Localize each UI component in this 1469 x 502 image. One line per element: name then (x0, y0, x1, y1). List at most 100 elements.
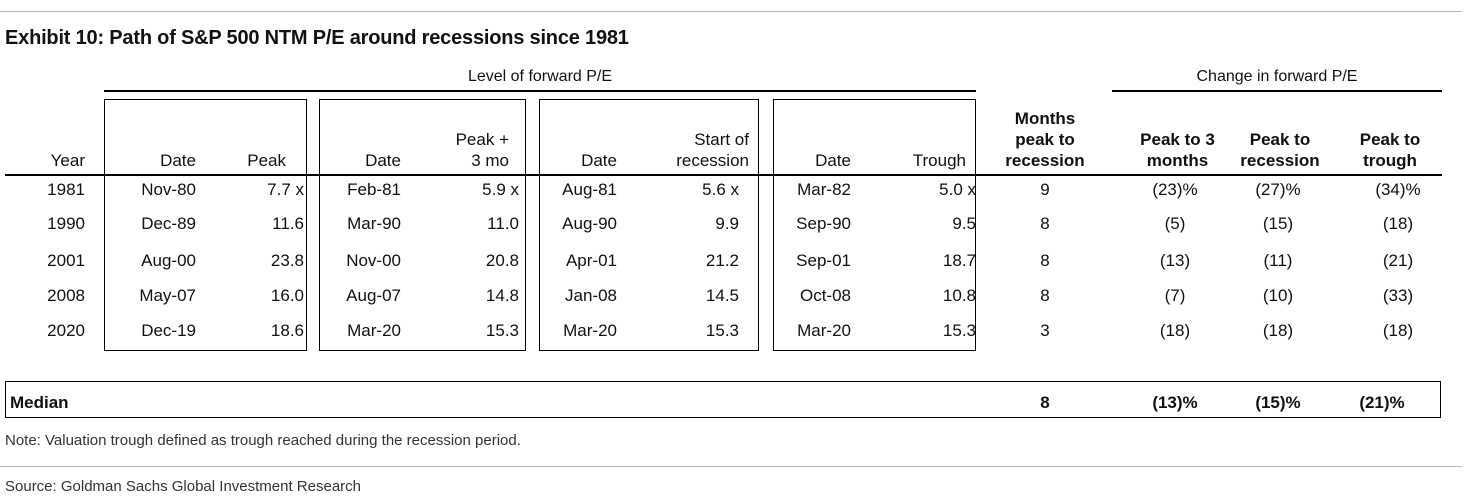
cell-year: 2020 (47, 321, 85, 340)
top-rule (0, 11, 1462, 12)
cell-rec-date: Aug-90 (562, 214, 617, 233)
cell-tr-date: Mar-20 (797, 321, 851, 340)
cell-tr: 18.7 (942, 251, 976, 270)
cell-peak: 7.7 x (267, 180, 304, 199)
cell-chgrec: (10) (1262, 286, 1294, 305)
cell-tr: 5.0 x (939, 180, 976, 199)
peak-box (104, 99, 307, 351)
header-start-line1: Start of (694, 130, 749, 149)
cell-p3: 5.9 x (482, 180, 519, 199)
cell-chgtr: (18) (1382, 214, 1414, 233)
header-underline (5, 174, 1442, 176)
cell-p3-date: Nov-00 (346, 251, 401, 270)
cell-tr-date: Oct-08 (799, 286, 851, 305)
cell-peak-date: Aug-00 (141, 251, 196, 270)
recession-box (539, 99, 759, 351)
cell-p3-date: Mar-20 (347, 321, 401, 340)
cell-p3-date: Aug-07 (346, 286, 401, 305)
median-label: Median (10, 393, 69, 412)
cell-p3: 11.0 (487, 214, 519, 233)
cell-rec: 21.2 (705, 251, 739, 270)
cell-p3: 15.3 (485, 321, 519, 340)
header-chgrec-line1: Peak to (1249, 130, 1311, 149)
cell-tr-date: Sep-01 (796, 251, 851, 270)
cell-chgtr: (33) (1382, 286, 1414, 305)
cell-chgrec: (18) (1262, 321, 1294, 340)
cell-p3: 20.8 (485, 251, 519, 270)
cell-tr: 10.8 (942, 286, 976, 305)
cell-chg3: (18) (1159, 321, 1191, 340)
header-chg3-line1: Peak to 3 (1140, 130, 1215, 149)
cell-rec: 15.3 (705, 321, 739, 340)
cell-months: 9 (1040, 180, 1050, 199)
header-peak3-date: Date (365, 151, 401, 170)
group-header-change: Change in forward P/E (1196, 68, 1358, 85)
cell-chg3: (13) (1159, 251, 1191, 270)
cell-rec: 9.9 (715, 214, 739, 233)
source-rule (0, 466, 1462, 467)
cell-chgrec: (11) (1263, 251, 1293, 270)
source-line: Source: Goldman Sachs Global Investment … (5, 478, 362, 495)
cell-chg3: (5) (1164, 214, 1186, 233)
group-underline-change (1112, 90, 1442, 92)
header-year: Year (50, 151, 85, 170)
cell-chgrec: (15) (1262, 214, 1294, 233)
header-chgrec-line2: recession (1240, 151, 1320, 170)
header-rec-date: Date (581, 151, 617, 170)
median-chgtr: (21)% (1359, 393, 1405, 412)
cell-peak-date: Dec-19 (141, 321, 196, 340)
header-chg3-line2: months (1146, 151, 1209, 170)
header-peak: Peak (247, 151, 286, 170)
cell-peak-date: Nov-80 (141, 180, 196, 199)
median-chgrec: (15)% (1255, 393, 1301, 412)
cell-rec-date: Mar-20 (563, 321, 617, 340)
cell-year: 2001 (47, 251, 85, 270)
median-months: 8 (1040, 393, 1050, 412)
header-start-line2: recession (676, 151, 749, 170)
cell-rec-date: Jan-08 (565, 286, 617, 305)
cell-chgtr: (21) (1382, 251, 1414, 270)
cell-months: 8 (1040, 214, 1050, 233)
cell-months: 8 (1040, 251, 1050, 270)
cell-months: 8 (1040, 286, 1050, 305)
cell-year: 1981 (47, 180, 85, 199)
trough-box (773, 99, 976, 351)
header-trough: Trough (912, 151, 966, 170)
cell-tr-date: Sep-90 (796, 214, 851, 233)
cell-peak: 23.8 (270, 251, 304, 270)
cell-tr: 15.3 (942, 321, 976, 340)
peak3-box (319, 99, 526, 351)
exhibit-title: Exhibit 10: Path of S&P 500 NTM P/E arou… (5, 27, 629, 49)
group-underline-level (104, 90, 976, 92)
cell-rec: 14.5 (705, 286, 739, 305)
cell-year: 1990 (47, 214, 85, 233)
median-row-box (5, 381, 1441, 418)
cell-p3: 14.8 (485, 286, 519, 305)
header-trough-date: Date (815, 151, 851, 170)
header-months-line1: Months (1014, 109, 1076, 128)
header-chgtr-line1: Peak to (1359, 130, 1421, 149)
header-months-line2: peak to (1015, 130, 1075, 149)
cell-chgtr: (34)% (1375, 180, 1421, 199)
cell-peak-date: May-07 (139, 286, 196, 305)
cell-peak: 11.6 (272, 214, 304, 233)
cell-rec: 5.6 x (702, 180, 739, 199)
header-chgtr-line2: trough (1363, 151, 1417, 170)
cell-chgrec: (27)% (1255, 180, 1301, 199)
cell-year: 2008 (47, 286, 85, 305)
header-peak3-line1: Peak + (455, 130, 509, 149)
header-months-line3: recession (1005, 151, 1085, 170)
group-header-level: Level of forward P/E (467, 68, 613, 85)
header-peak-date: Date (160, 151, 196, 170)
cell-peak: 16.0 (270, 286, 304, 305)
cell-rec-date: Aug-81 (562, 180, 617, 199)
cell-months: 3 (1040, 321, 1050, 340)
header-peak3-line2: 3 mo (471, 151, 509, 170)
cell-chg3: (23)% (1152, 180, 1198, 199)
cell-peak: 18.6 (270, 321, 304, 340)
cell-tr-date: Mar-82 (797, 180, 851, 199)
cell-p3-date: Mar-90 (347, 214, 401, 233)
footnote: Note: Valuation trough defined as trough… (5, 432, 521, 449)
cell-p3-date: Feb-81 (347, 180, 401, 199)
cell-chg3: (7) (1164, 286, 1186, 305)
